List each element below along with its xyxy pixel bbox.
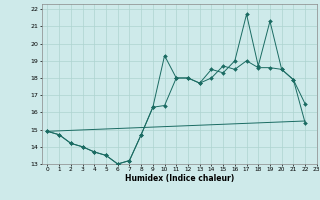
X-axis label: Humidex (Indice chaleur): Humidex (Indice chaleur) bbox=[124, 174, 234, 183]
